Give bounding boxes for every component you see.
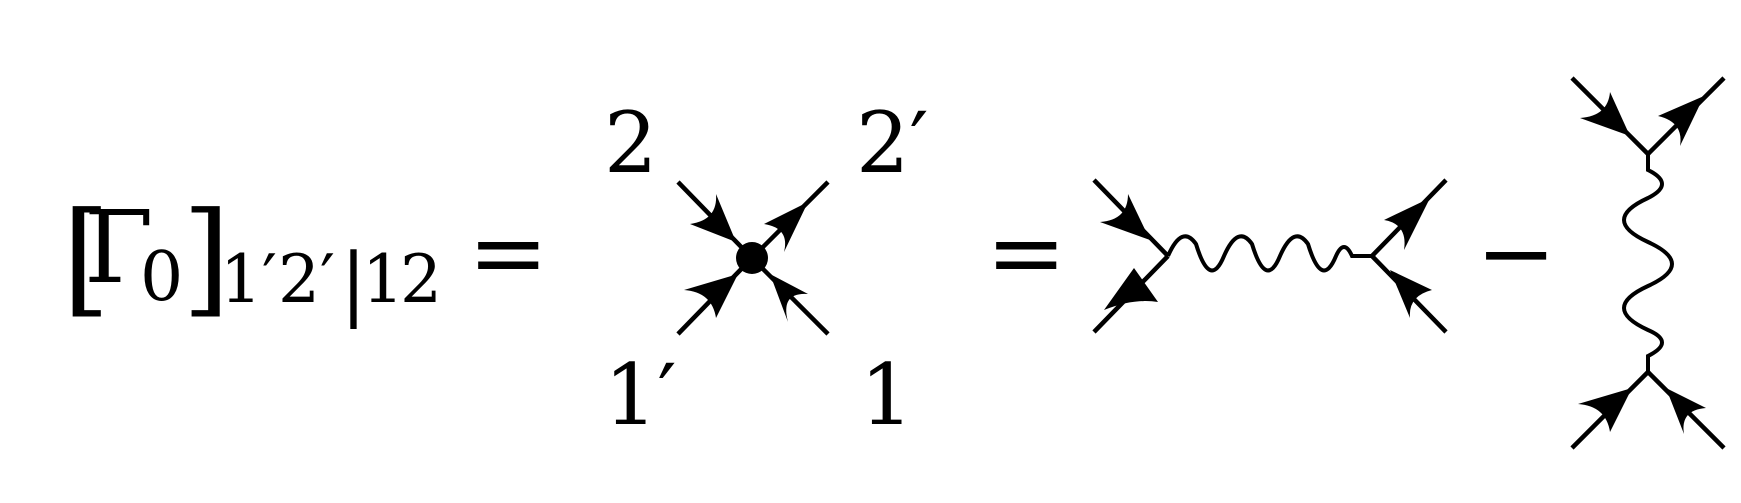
vertical-exchange-diagram: [1570, 76, 1726, 450]
index-2: 2: [400, 241, 442, 318]
h-arrowhead-top-left: [1100, 194, 1150, 240]
lhs-expression: [ Γ 0 ] 1′ 2′ | 1 2: [62, 186, 442, 330]
arrowhead-in-bottom-right: [770, 274, 808, 322]
v-arrowhead-top-right: [1658, 96, 1704, 146]
vertex-dot: [736, 242, 768, 274]
h-arrowhead-bottom-right: [1390, 270, 1432, 318]
v-arrowhead-top-left: [1580, 92, 1630, 136]
h-arrowhead-bottom-left: [1104, 268, 1158, 310]
v-wavy-interaction-line: [1622, 154, 1674, 372]
index-1-prime: 1′: [220, 241, 277, 318]
gamma-symbol: Γ: [84, 189, 153, 306]
index-1: 1: [362, 241, 404, 318]
v-arrowhead-bottom-left: [1578, 388, 1632, 432]
arrowhead-in-top-left: [690, 194, 736, 242]
equals-sign-1: =: [468, 197, 548, 309]
label-1-prime: 1′: [604, 346, 677, 444]
gamma-subscript: 0: [140, 238, 183, 317]
open-bracket: [: [62, 186, 110, 330]
arrowhead-out-bottom-left: [684, 274, 738, 318]
index-2-prime: 2′: [278, 241, 335, 318]
h-arrowhead-top-right: [1384, 198, 1430, 250]
minus-sign: −: [1476, 197, 1556, 309]
arrowhead-out-top-right: [764, 202, 808, 252]
index-separator-bar: |: [340, 236, 367, 329]
equals-sign-2: =: [986, 197, 1066, 309]
label-2: 2: [604, 94, 657, 192]
h-wavy-interaction-line: [1166, 234, 1372, 273]
bare-vertex: 2 2′ 1′ 1: [604, 94, 929, 444]
label-2-prime: 2′: [856, 94, 929, 192]
horizontal-exchange-diagram: [1092, 178, 1448, 334]
v-arrowhead-bottom-right: [1666, 388, 1706, 434]
label-1: 1: [860, 346, 913, 444]
close-bracket: ]: [182, 186, 230, 330]
